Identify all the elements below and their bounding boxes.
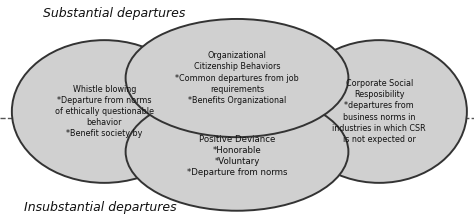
- Text: Whistle blowing
*Departure from norms
of ethically questionable
behavior
*Benefi: Whistle blowing *Departure from norms of…: [55, 85, 154, 138]
- Ellipse shape: [126, 19, 348, 137]
- Ellipse shape: [126, 93, 348, 211]
- Text: Insubstantial departures: Insubstantial departures: [24, 201, 176, 214]
- Text: Organizational
Citizenship Behaviors
*Common departures from job
requirements
*B: Organizational Citizenship Behaviors *Co…: [175, 51, 299, 105]
- Text: Corporate Social
Resposibility
*departures from
business norms in
industries in : Corporate Social Resposibility *departur…: [332, 79, 426, 144]
- Ellipse shape: [12, 40, 197, 183]
- Text: Substantial departures: Substantial departures: [43, 7, 185, 20]
- Text: Positive Deviance
*Honorable
*Voluntary
*Departure from norms: Positive Deviance *Honorable *Voluntary …: [187, 135, 287, 177]
- Ellipse shape: [292, 40, 467, 183]
